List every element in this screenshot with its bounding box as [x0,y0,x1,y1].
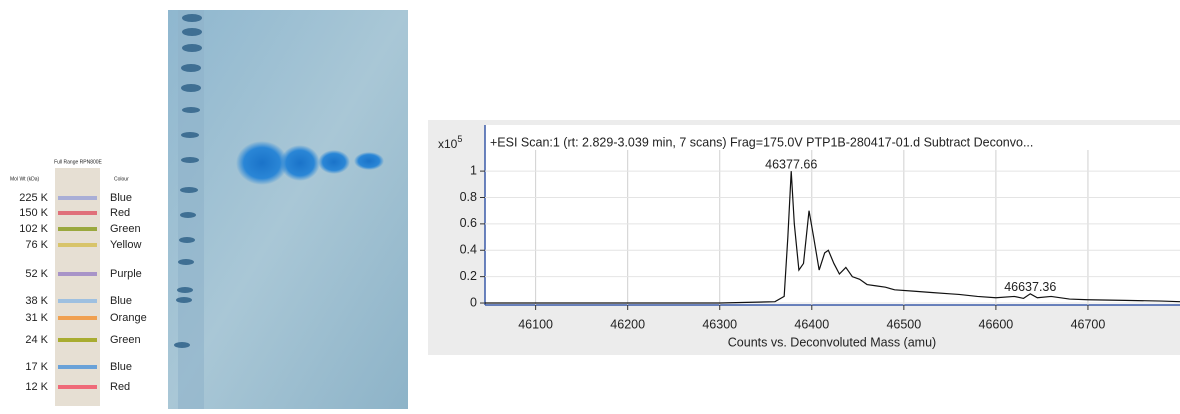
peak-label: 46637.36 [1004,280,1056,294]
ladder-size: 52 K [25,268,48,280]
ladder-size: 31 K [25,312,48,324]
ladder-size: 38 K [25,295,48,307]
ladder-band [58,385,97,389]
x-tick-label: 46300 [702,317,737,331]
gel-image [168,10,408,409]
ladder-band [58,338,97,342]
ladder-colour: Purple [110,268,142,280]
ladder-size: 17 K [25,361,48,373]
ladder-colour: Red [110,207,130,219]
ladder-band [58,243,97,247]
ladder-size: 102 K [19,223,48,235]
ladder-colour: Yellow [110,239,141,251]
ladder-colour: Red [110,381,130,393]
y-tick-label: 0.6 [460,216,477,230]
ladder-colour: Green [110,223,141,235]
ladder-colour: Orange [110,312,147,324]
y-tick-label: 0.2 [460,269,477,283]
peak-label: 46377.66 [765,157,817,171]
ladder-strip [55,168,100,406]
ladder-header: Colour [114,176,129,182]
ladder-size: 12 K [25,381,48,393]
y-tick-label: 0.4 [460,243,477,257]
ladder-size: 225 K [19,192,48,204]
spectrum-line [485,171,1180,304]
y-scale-exponent: 5 [457,134,462,144]
ladder-band [58,196,97,200]
ladder-band [58,211,97,215]
ladder-colour: Blue [110,192,132,204]
ladder-size: 150 K [19,207,48,219]
y-scale: x105 [438,134,462,151]
ladder-colour: Blue [110,361,132,373]
x-tick-label: 46200 [610,317,645,331]
ladder-header: Full Range RPN800E [54,159,102,165]
ladder-size: 24 K [25,334,48,346]
chart-title: +ESI Scan:1 (rt: 2.829-3.039 min, 7 scan… [490,135,1033,149]
ladder-band [58,299,97,303]
x-tick-label: 46400 [794,317,829,331]
ladder-colour: Green [110,334,141,346]
x-tick-label: 46700 [1071,317,1106,331]
ladder-colour: Blue [110,295,132,307]
ladder-band [58,227,97,231]
x-tick-label: 46500 [886,317,921,331]
y-tick-label: 1 [470,163,477,177]
ladder-band [58,365,97,369]
ladder-band [58,272,97,276]
ladder-header: Mol Wt (kDa) [10,176,40,182]
y-scale-base: x10 [438,137,458,151]
y-tick-label: 0 [470,295,477,309]
ladder-band [58,316,97,320]
plot-area [485,125,1180,305]
x-axis-label: Counts vs. Deconvoluted Mass (amu) [728,335,936,349]
x-tick-label: 46100 [518,317,553,331]
ladder: 225 K Blue 150 K Red 102 K Green 76 K Yellow 52 … [19,192,146,393]
ladder-size: 76 K [25,239,48,251]
y-tick-label: 0.8 [460,190,477,204]
x-tick-label: 46600 [979,317,1014,331]
